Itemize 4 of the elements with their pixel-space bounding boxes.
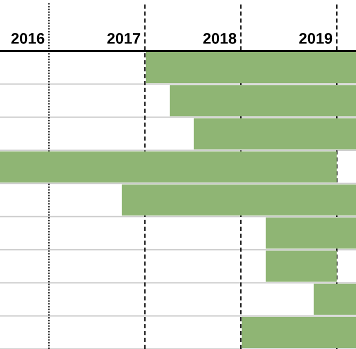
x-tick-label: 2016	[11, 32, 44, 44]
x-tick-label: 2018	[203, 32, 236, 44]
x-tick-label: 2019	[299, 32, 332, 44]
x-tick-label: 2017	[107, 32, 140, 44]
